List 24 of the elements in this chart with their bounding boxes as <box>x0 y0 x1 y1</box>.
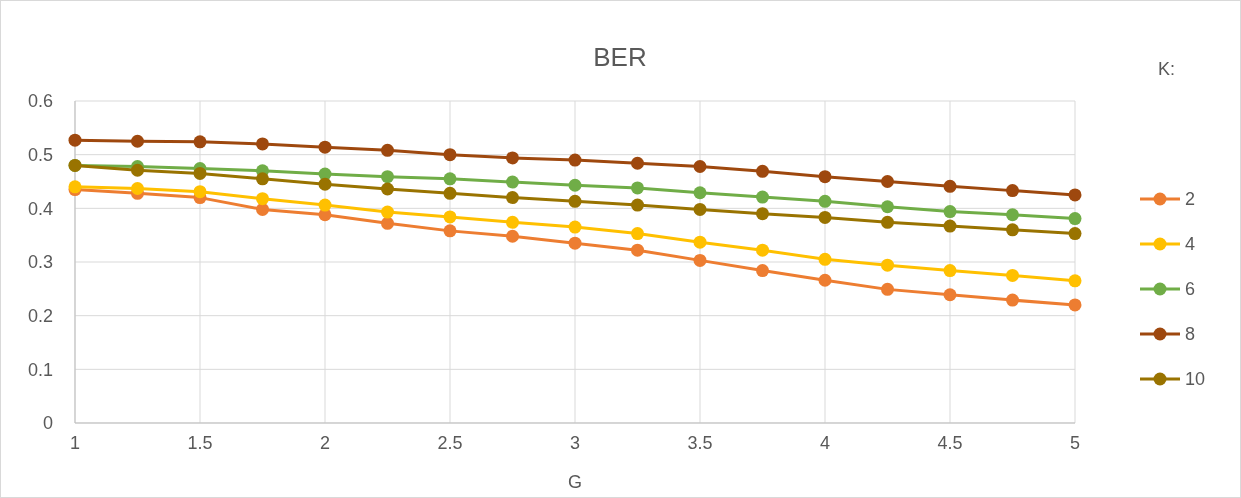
y-tick-label: 0 <box>42 413 53 434</box>
y-tick-label: 0.3 <box>27 252 53 273</box>
y-tick-label: 0.5 <box>27 144 53 165</box>
x-tick-label: 1 <box>69 433 81 454</box>
x-tick-label: 3 <box>569 433 581 454</box>
chart-title: BER <box>593 42 647 72</box>
x-tick-label: 1.5 <box>187 433 213 454</box>
x-tick-label: 2.5 <box>437 433 463 454</box>
legend-label: 4 <box>1185 234 1196 255</box>
x-tick-label: 3.5 <box>687 433 713 454</box>
x-axis-title: G <box>567 472 583 492</box>
y-tick-label: 0.2 <box>27 305 53 326</box>
x-tick-label: 2 <box>319 433 331 454</box>
x-tick-label: 4.5 <box>937 433 963 454</box>
legend-title: K: <box>1158 59 1176 79</box>
x-tick-label: 5 <box>1069 433 1081 454</box>
y-tick-label: 0.4 <box>27 198 53 219</box>
legend-label: 2 <box>1185 189 1196 210</box>
y-tick-label: 0.6 <box>27 91 53 112</box>
legend-label: 8 <box>1185 324 1196 345</box>
y-tick-label: 0.1 <box>27 359 53 380</box>
legend-label: 10 <box>1185 369 1206 390</box>
x-tick-label: 4 <box>819 433 831 454</box>
legend-label: 6 <box>1185 279 1196 300</box>
